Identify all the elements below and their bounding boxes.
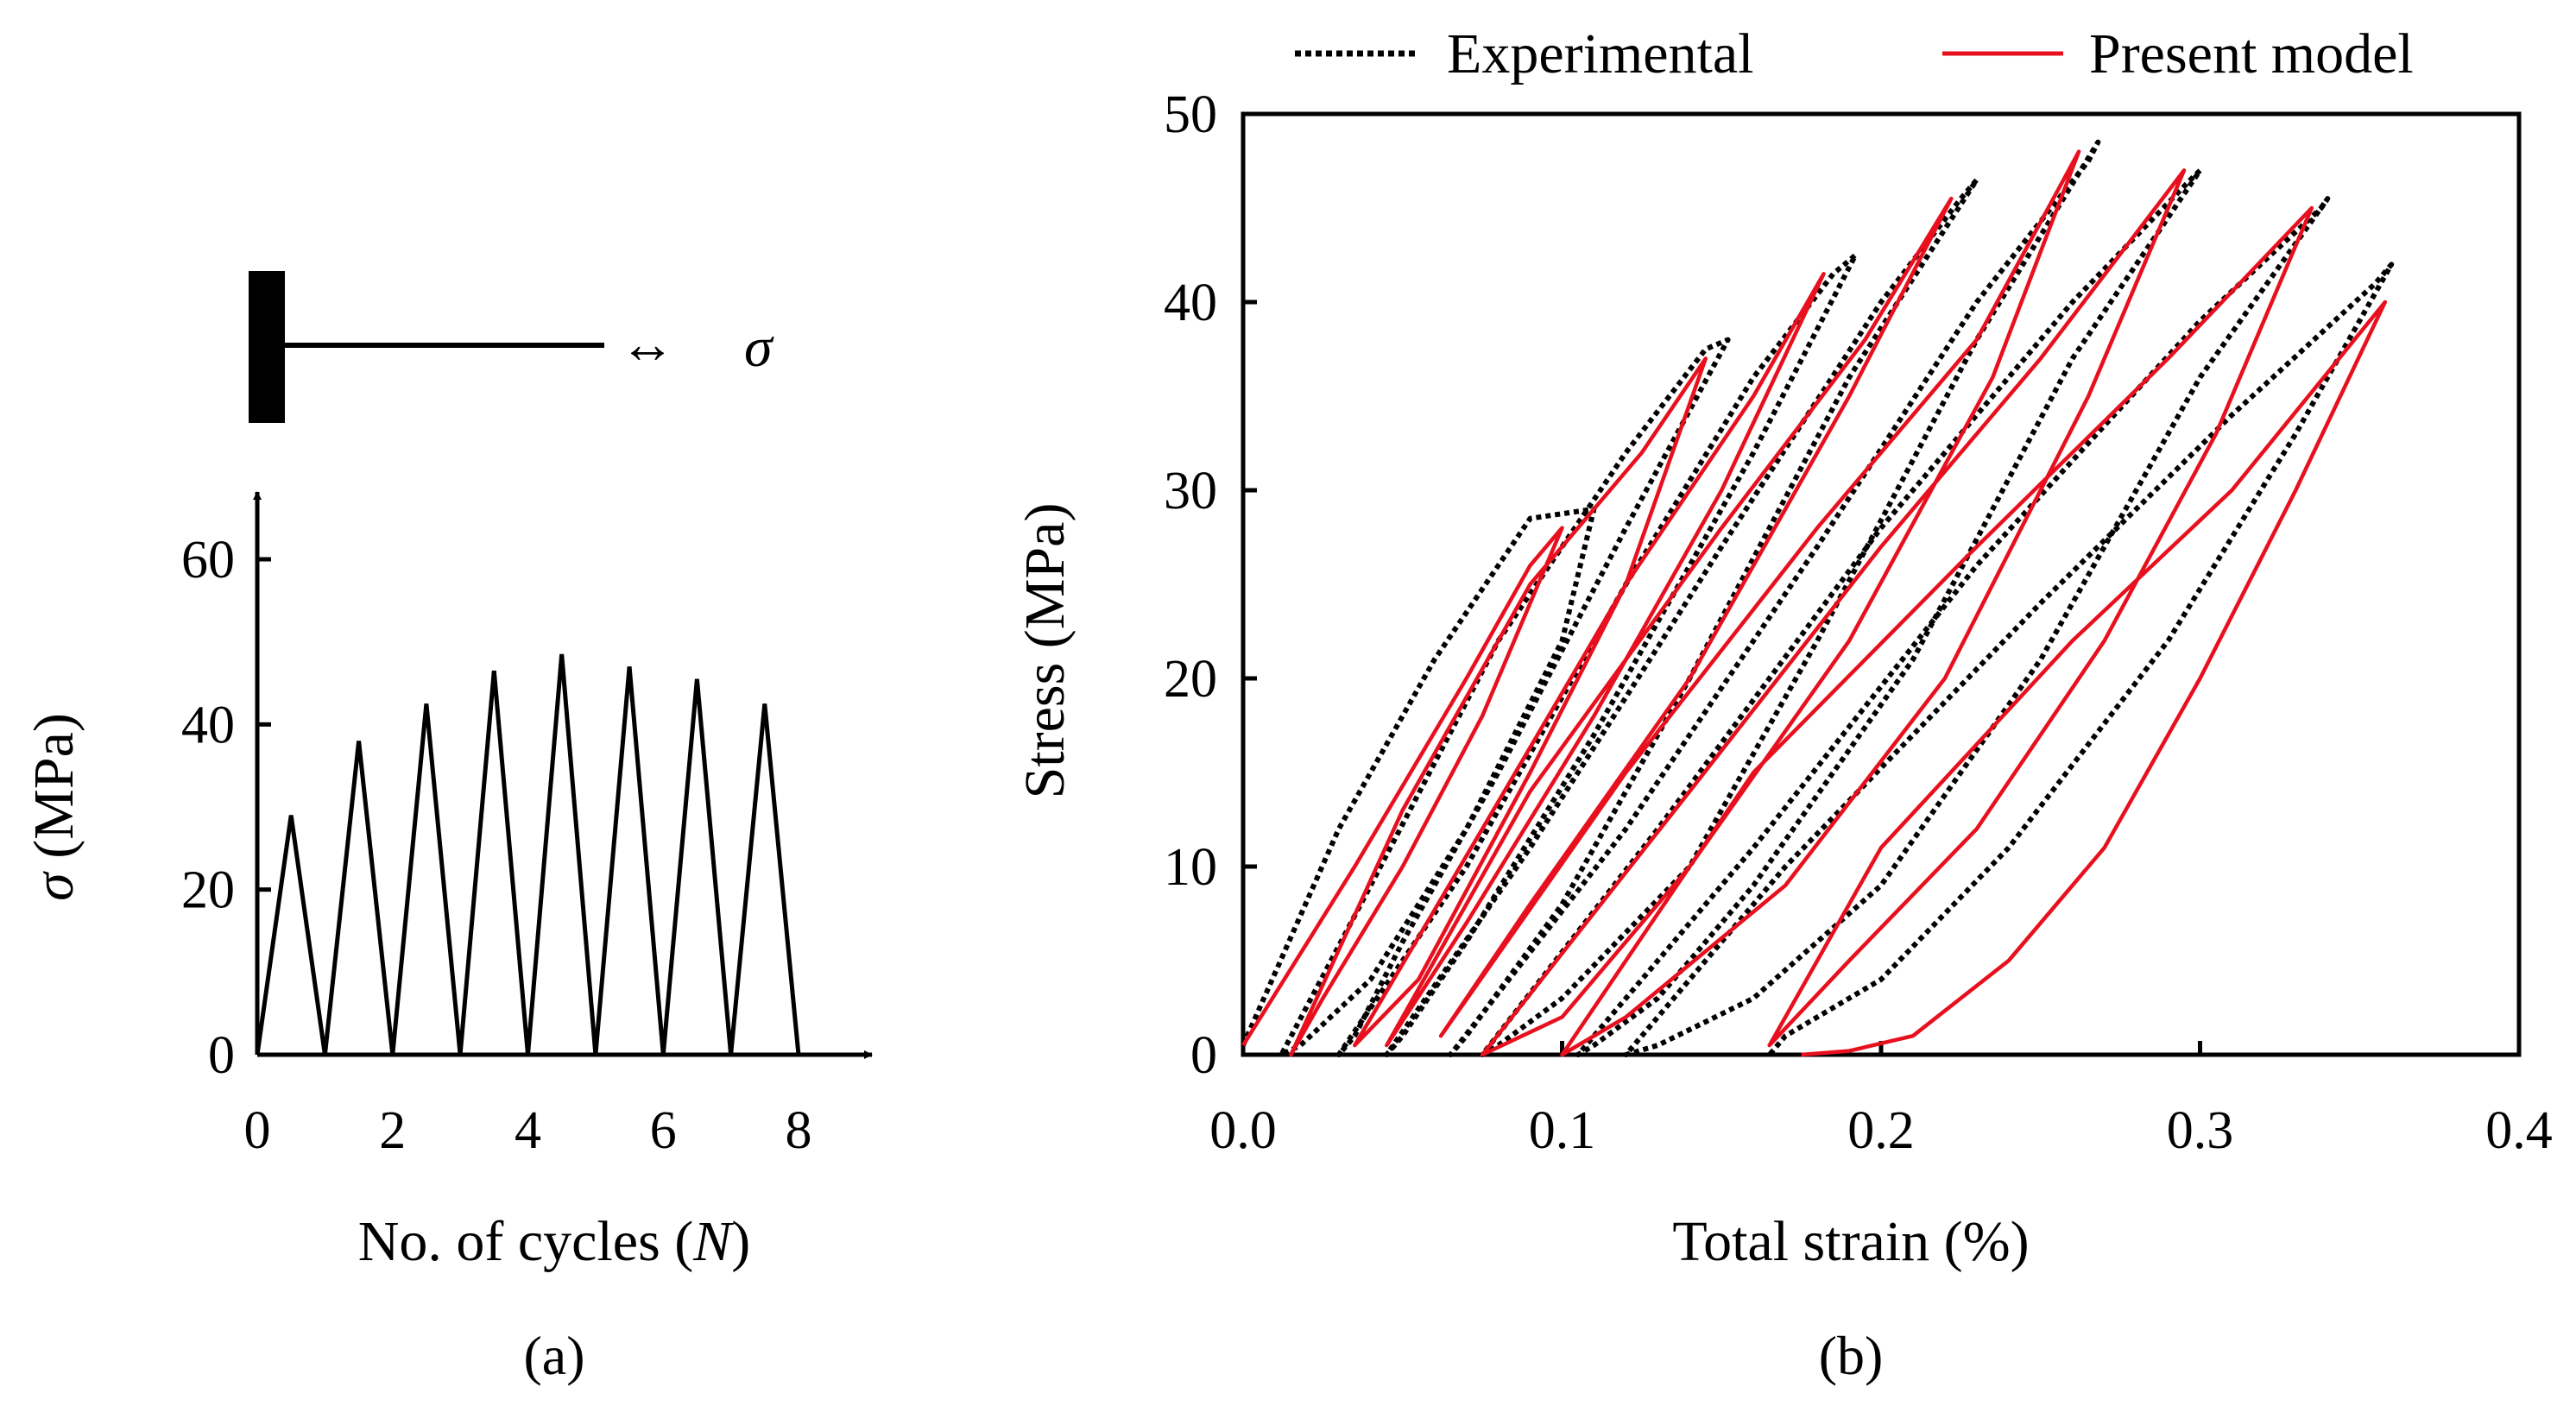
load-history-series: [255, 653, 801, 1056]
x-tick-label: 8: [786, 1101, 812, 1160]
y-tick-label: 0: [208, 1026, 235, 1085]
load-direction-icon: ↔: [620, 313, 675, 375]
hysteresis-series: [1241, 139, 2395, 1057]
x-tick-labels: 0 2 4 6 8: [244, 1101, 812, 1160]
load-history-line: [255, 653, 801, 1056]
x-tick-label: 0.3: [2167, 1101, 2234, 1160]
x-tick-label: 0.4: [2485, 1101, 2553, 1160]
present-model-curve: [1241, 149, 2388, 1057]
y-tick-label: 50: [1164, 85, 1217, 144]
x-tick-labels: 0.0 0.1 0.2 0.3 0.4: [1209, 1101, 2553, 1160]
panel-a: ↔ σ 0 2 4 6 8 0 20 40 60 No. of cycles (N) σ (M…: [22, 271, 873, 1386]
panel-a-caption: (a): [523, 1325, 584, 1386]
x-axis-label: Total strain (%): [1672, 1210, 2029, 1273]
y-axis-label: Stress (MPa): [1013, 503, 1076, 799]
y-tick-label: 20: [1164, 650, 1217, 709]
legend-label-model: Present model: [2089, 22, 2414, 85]
y-tick-marks: [257, 557, 271, 892]
y-tick-label: 40: [181, 696, 235, 754]
experimental-curve: [1241, 139, 2395, 1057]
panel-b-caption: (b): [1819, 1325, 1884, 1386]
y-tick-label: 0: [1190, 1026, 1217, 1085]
y-tick-label: 30: [1164, 462, 1217, 520]
y-tick-label: 20: [181, 861, 235, 920]
y-axis-label: σ (MPa): [22, 713, 85, 901]
panel-b: Experimental Present model 0.0 0.1 0.2 0.3 0…: [1013, 22, 2553, 1386]
x-tick-label: 2: [379, 1101, 406, 1160]
y-tick-labels: 0 20 40 60: [181, 531, 235, 1085]
x-tick-label: 0.0: [1209, 1101, 1277, 1160]
x-tick-label: 0.2: [1847, 1101, 1915, 1160]
fixed-support-icon: [249, 271, 285, 423]
load-symbol: σ: [744, 316, 774, 379]
x-tick-label: 6: [650, 1101, 677, 1160]
y-tick-labels: 0 10 20 30 40 50: [1164, 85, 1217, 1085]
y-tick-label: 60: [181, 531, 235, 590]
y-tick-label: 10: [1164, 838, 1217, 897]
x-tick-label: 0.1: [1529, 1101, 1596, 1160]
x-tick-label: 4: [515, 1101, 541, 1160]
y-tick-label: 40: [1164, 274, 1217, 332]
x-tick-label: 0: [244, 1101, 271, 1160]
x-axis-label: No. of cycles (N): [358, 1210, 751, 1273]
legend-label-experimental: Experimental: [1447, 22, 1754, 85]
legend: Experimental Present model: [1295, 22, 2414, 85]
